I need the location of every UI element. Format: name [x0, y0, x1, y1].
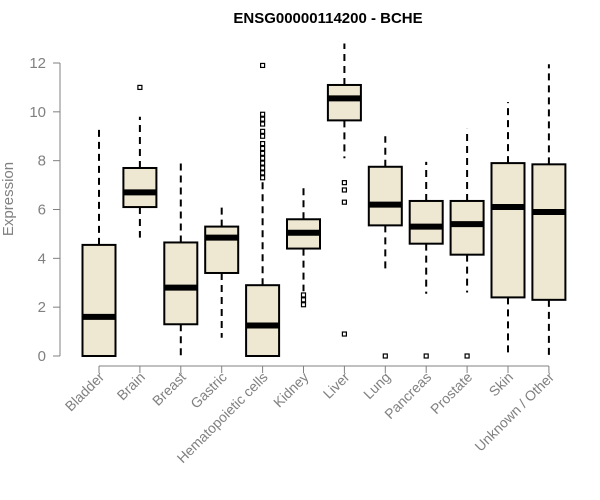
box-iqr: [245, 284, 281, 358]
x-tick-label: Lung: [360, 369, 393, 402]
outlier-point: [260, 170, 266, 176]
axes: 0 2 4 6 8 10 12: [29, 55, 550, 373]
outlier-point: [260, 116, 266, 122]
x-tick-label: Prostate: [427, 369, 475, 417]
box-iqr: [531, 163, 567, 301]
y-tick-label: 0: [38, 348, 46, 365]
box-pancreas: [408, 161, 444, 359]
outlier-point: [341, 187, 347, 193]
outlier-point: [260, 175, 266, 181]
box-iqr: [326, 83, 362, 122]
y-tick-label: 6: [38, 202, 46, 219]
outlier-point: [260, 128, 266, 134]
box-kidney: [286, 183, 321, 308]
box-hematopoietic-cells: [245, 62, 281, 358]
outlier-point: [464, 353, 470, 359]
outlier-point: [260, 62, 266, 69]
box-iqr: [367, 165, 403, 227]
box-iqr: [408, 199, 444, 245]
outlier-point: [341, 331, 347, 337]
chart-title: ENSG00000114200 - BCHE: [233, 10, 422, 27]
y-tick-label: 8: [38, 153, 46, 170]
outlier-point: [300, 292, 307, 298]
box-breast: [163, 163, 199, 356]
outlier-point: [137, 84, 143, 91]
outlier-point: [300, 297, 307, 303]
box-unknown-other: [531, 64, 567, 356]
outlier-point: [260, 160, 266, 166]
boxes: [81, 43, 567, 359]
x-tick-label: Kidney: [270, 369, 312, 411]
outlier-point: [260, 155, 266, 161]
outlier-point: [260, 165, 266, 171]
outlier-point: [341, 199, 347, 205]
y-tick-label: 2: [38, 299, 46, 316]
outlier-point: [423, 353, 429, 359]
outlier-point: [260, 145, 266, 152]
outlier-point: [382, 353, 388, 359]
outlier-point: [260, 133, 266, 139]
box-iqr: [490, 162, 526, 299]
box-lung: [367, 136, 403, 359]
x-tick-label: Bladder: [62, 369, 108, 415]
box-iqr: [122, 166, 158, 209]
x-tick-label: Liver: [320, 369, 353, 402]
box-gastric: [204, 207, 240, 338]
box-bladder: [81, 126, 117, 357]
box-iqr: [204, 225, 240, 274]
box-iqr: [449, 199, 485, 256]
box-iqr: [163, 241, 199, 326]
x-tick-label: Brain: [114, 369, 148, 403]
box-iqr: [81, 243, 117, 357]
box-liver: [326, 43, 362, 337]
outlier-point: [341, 180, 347, 186]
x-tick-label: Skin: [486, 369, 517, 400]
x-tick-label: Breast: [149, 369, 189, 409]
outlier-point: [260, 111, 266, 117]
y-tick-label: 12: [29, 55, 46, 72]
box-skin: [490, 102, 526, 356]
y-tick-label: 4: [38, 250, 46, 267]
box-prostate: [449, 128, 485, 359]
outlier-point: [260, 150, 266, 156]
y-tick-label: 10: [29, 104, 46, 121]
y-axis-label: Expression: [0, 162, 17, 236]
outlier-point: [260, 121, 266, 127]
box-brain: [122, 84, 158, 238]
outlier-point: [260, 140, 266, 147]
outlier-point: [300, 302, 307, 308]
